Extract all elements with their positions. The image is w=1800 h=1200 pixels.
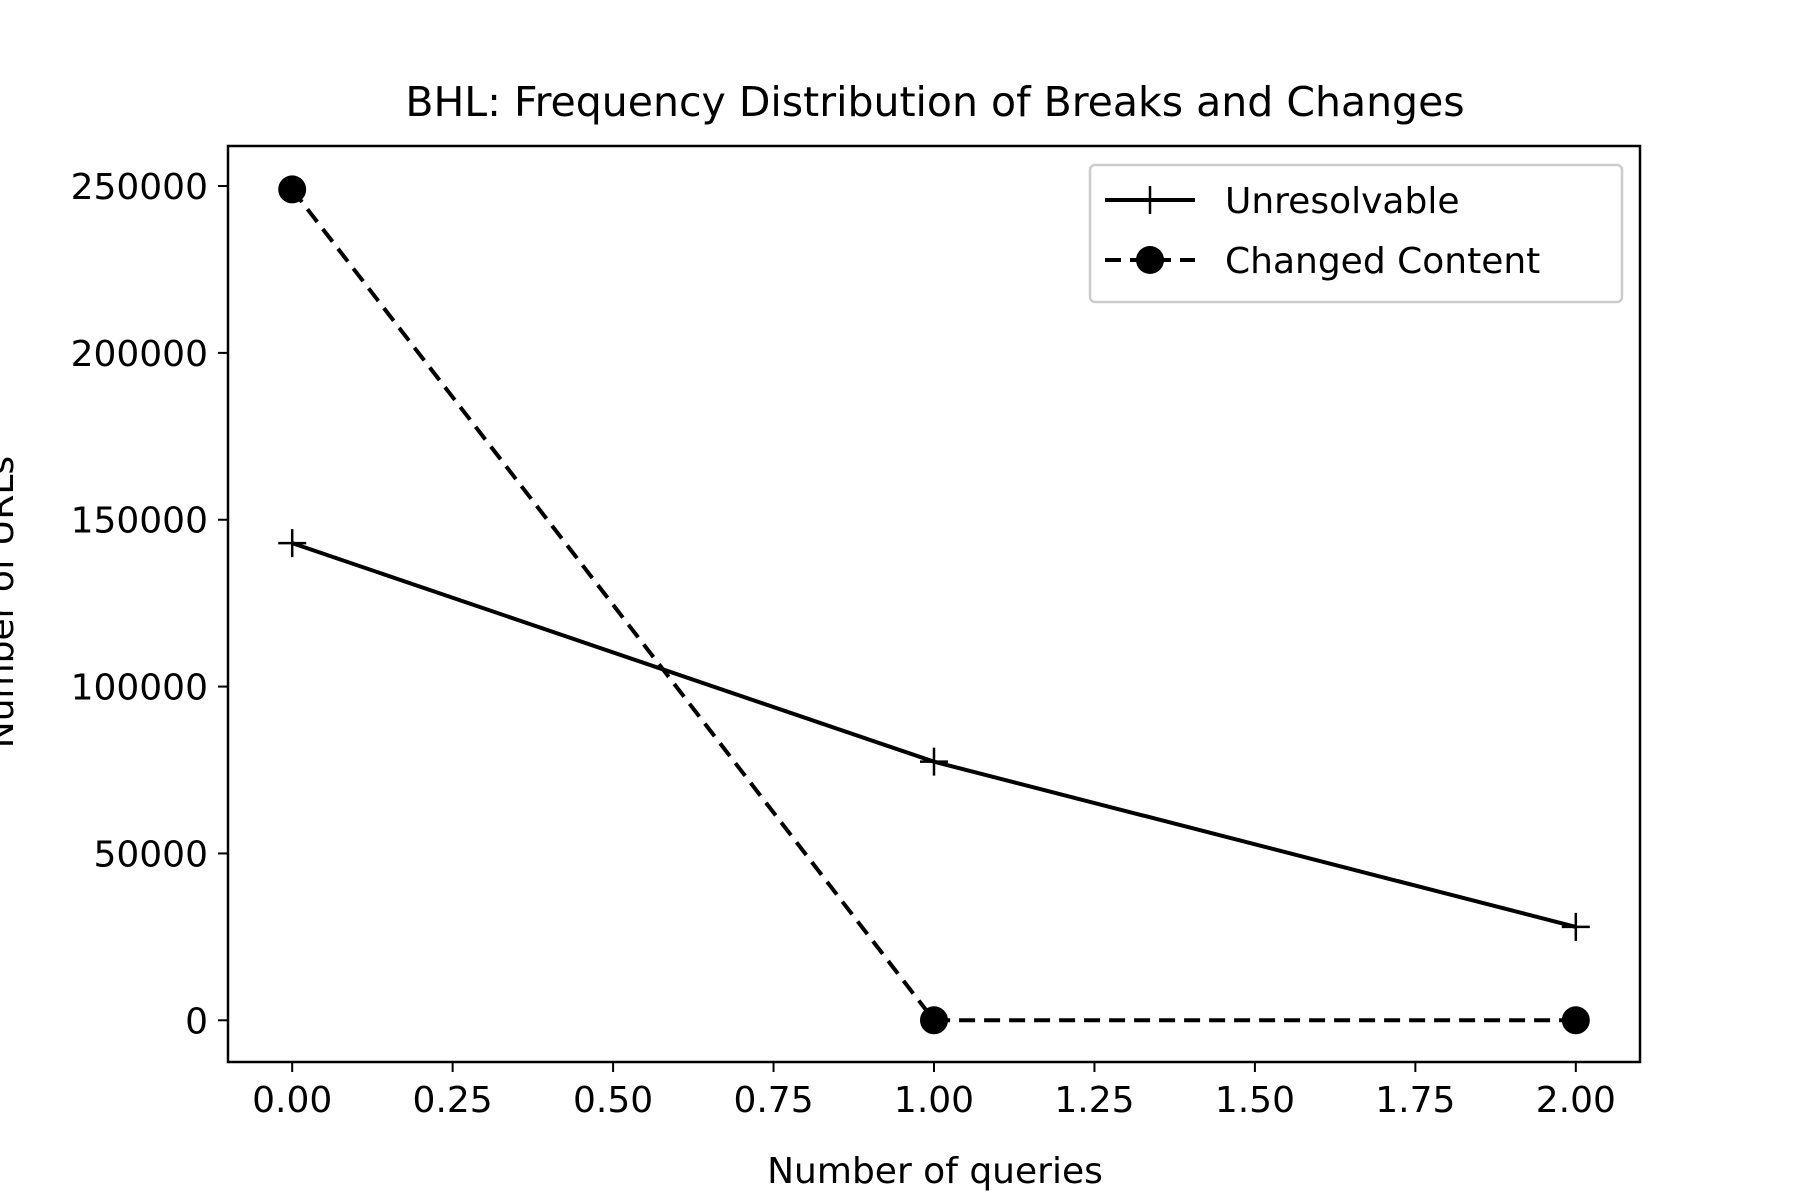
x-tick-label: 1.25 — [1054, 1080, 1134, 1121]
legend-label-2: Changed Content — [1225, 241, 1540, 282]
x-tick-label: 1.75 — [1375, 1080, 1455, 1121]
y-tick-label: 0 — [185, 1001, 208, 1042]
x-tick-label: 0.25 — [413, 1080, 493, 1121]
data-point — [278, 175, 307, 204]
x-tick-label: 0.50 — [573, 1080, 653, 1121]
series-line-2 — [290, 188, 1576, 1023]
x-tick-label: 1.00 — [894, 1080, 974, 1121]
x-tick-label: 0.00 — [252, 1080, 332, 1121]
legend: Unresolvable Changed Content — [1088, 163, 1624, 304]
y-tick-label: 150000 — [71, 501, 208, 542]
data-point — [1561, 912, 1590, 941]
data-point — [920, 1006, 948, 1035]
legend-marker-1 — [1136, 186, 1164, 214]
data-point — [1561, 1006, 1590, 1035]
data-point — [278, 529, 307, 558]
chart-title: BHL: Frequency Distribution of Breaks an… — [405, 78, 1464, 126]
x-tick-label: 2.00 — [1536, 1080, 1616, 1121]
y-tick-label: 50000 — [93, 834, 208, 875]
legend-label-1: Unresolvable — [1225, 181, 1459, 222]
x-axis-label: Number of queries — [767, 1151, 1103, 1192]
y-tick-label: 200000 — [71, 334, 208, 375]
legend-box — [1088, 163, 1624, 304]
x-tick-label: 0.75 — [733, 1080, 813, 1121]
y-tick-label: 100000 — [71, 668, 208, 709]
x-tick-label: 1.50 — [1215, 1080, 1295, 1121]
series-line-1 — [291, 541, 1577, 929]
y-axis-label: Number of URLs — [0, 456, 22, 748]
plot-area: 0.00 0.25 0.50 0.75 1.00 1.25 1.50 1.75 2.00 0 500… — [71, 144, 1642, 1121]
data-point — [920, 747, 948, 776]
y-tick-label: 250000 — [71, 167, 208, 208]
legend-marker-2 — [1136, 246, 1164, 274]
